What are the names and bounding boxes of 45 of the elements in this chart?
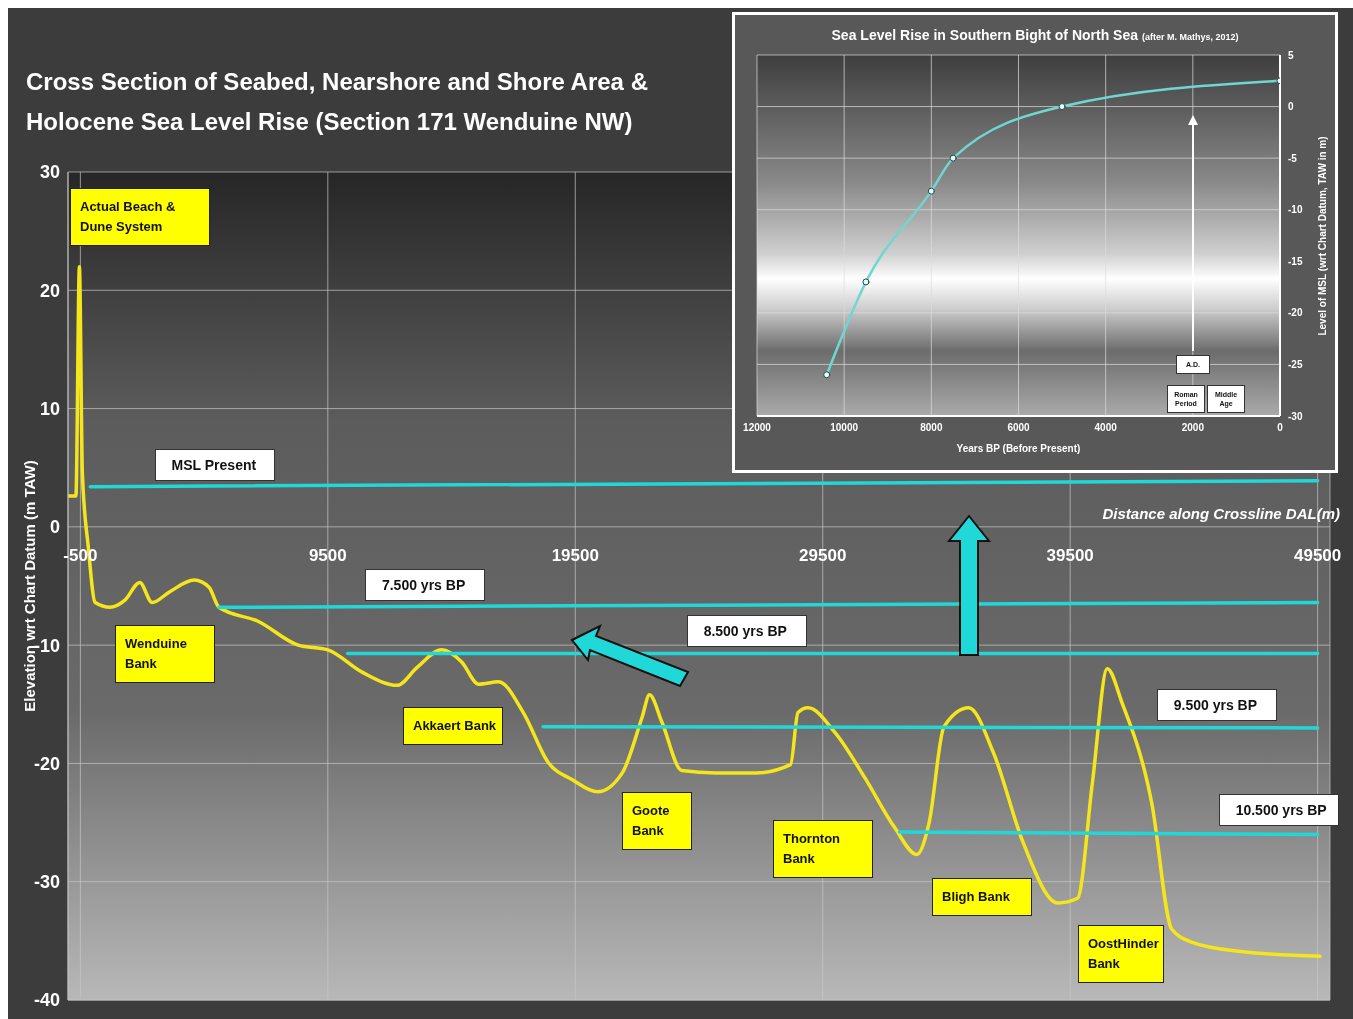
note-box: Thornton Bank bbox=[773, 820, 873, 878]
y-tick-label: -30 bbox=[1288, 410, 1303, 422]
y-tick-label: -15 bbox=[1288, 255, 1303, 267]
x-tick-label: 49500 bbox=[1293, 545, 1342, 565]
x-tick-label: 6000 bbox=[1007, 422, 1031, 434]
x-tick-label: 19500 bbox=[551, 545, 599, 565]
x-axis-title: Distance along Crossline DAL(m) bbox=[1101, 504, 1340, 522]
x-tick-label: 8000 bbox=[920, 422, 943, 434]
x-axis-title: Years BP (Before Present) bbox=[956, 443, 1081, 454]
y-tick-label: 30 bbox=[39, 162, 60, 183]
y-tick-label: -30 bbox=[33, 872, 60, 893]
x-tick-label: 12000 bbox=[743, 422, 772, 434]
note-box: Akkaert Bank bbox=[403, 707, 503, 745]
series-label: 8.500 yrs BP bbox=[686, 615, 807, 648]
y-tick-label: 0 bbox=[49, 517, 60, 538]
x-tick-label: 10000 bbox=[830, 422, 859, 434]
chart-title: Cross Section of Seabed, Nearshore and Shore Area & Holocene Sea Level Rise (Section 171 Wenduine NW) bbox=[26, 67, 649, 137]
note-box: Goote Bank bbox=[622, 792, 692, 850]
chart-title: Sea Level Rise in Southern Bight of North Sea bbox=[831, 27, 1139, 43]
series-label: 9.500 yrs BP bbox=[1156, 688, 1277, 721]
x-tick-label: 29500 bbox=[799, 545, 847, 565]
note-box: Bligh Bank bbox=[932, 878, 1032, 916]
y-tick-label: 20 bbox=[39, 280, 60, 301]
y-tick-label: 5 bbox=[1288, 49, 1294, 61]
series-label: 7.500 yrs BP bbox=[364, 569, 485, 602]
x-tick-label: 2000 bbox=[1181, 422, 1205, 434]
y-tick-label: -20 bbox=[33, 753, 60, 774]
y-tick-label: -5 bbox=[1288, 152, 1298, 164]
y-tick-label: -25 bbox=[1288, 358, 1303, 370]
note-box: Wenduine Bank bbox=[115, 625, 215, 683]
note-box: Actual Beach & Dune System bbox=[70, 188, 210, 246]
y-tick-label: -20 bbox=[1288, 307, 1303, 319]
y-tick-label: 0 bbox=[1288, 101, 1294, 113]
y-tick-label: 10 bbox=[39, 398, 60, 419]
x-tick-label: 0 bbox=[1277, 422, 1284, 434]
x-tick-label: 39500 bbox=[1046, 545, 1094, 565]
x-tick-label: 4000 bbox=[1094, 422, 1118, 434]
chart-subtitle: (after M. Mathys, 2012) bbox=[1141, 32, 1239, 42]
note-box: OostHinder Bank bbox=[1078, 925, 1164, 983]
y-tick-label: -40 bbox=[33, 990, 60, 1011]
series-label: 10.500 yrs BP bbox=[1218, 794, 1339, 827]
series-label: MSL Present bbox=[154, 448, 275, 481]
y-axis-title: Level of MSL (wrt Chart Datum, TAW in m) bbox=[1316, 134, 1329, 338]
x-tick-label: 9500 bbox=[308, 545, 347, 565]
y-tick-label: -10 bbox=[1288, 204, 1303, 216]
